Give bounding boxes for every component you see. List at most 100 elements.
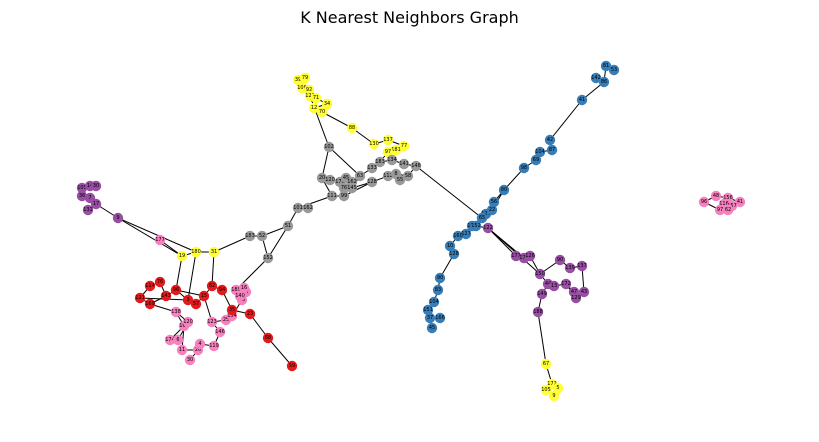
node-label: 121: [135, 295, 145, 301]
graph-node: [234, 290, 246, 302]
node-label: 30: [187, 357, 193, 363]
graph-node: [90, 198, 102, 210]
graph-node: [170, 284, 182, 296]
graph-node: [564, 262, 576, 274]
node-label: 111: [327, 193, 337, 199]
node-label: 82: [209, 283, 215, 289]
node-label: 119: [209, 343, 219, 349]
node-label: 26: [195, 347, 201, 353]
graph-node: [208, 340, 220, 352]
graph-node: [282, 220, 294, 232]
graph-node: [238, 282, 250, 294]
graph-node: [534, 268, 546, 280]
node-label: 169: [145, 301, 155, 307]
graph-node: [398, 140, 410, 152]
node-label: 4: [198, 341, 201, 347]
node-label: 134: [387, 157, 397, 163]
node-label: 171: [511, 253, 521, 259]
node-label: 152: [263, 255, 273, 261]
node-label: 56: [491, 199, 497, 205]
node-label: 62: [725, 207, 731, 213]
graph-node: [460, 228, 472, 240]
node-label: 51: [285, 223, 291, 229]
graph-node: [410, 160, 422, 172]
graph-node: [434, 272, 446, 284]
graph-node: [368, 138, 380, 150]
node-label: 123: [207, 319, 217, 325]
graph-node: [321, 98, 333, 110]
graph-node: [346, 122, 358, 134]
graph-node: [256, 230, 268, 242]
graph-node: [546, 144, 558, 156]
node-label: 22: [489, 207, 495, 213]
graph-edge: [549, 99, 583, 141]
node-label: 173: [519, 255, 529, 261]
node-label: 130: [369, 141, 379, 147]
graph-node: [422, 304, 434, 316]
node-label: 55: [397, 177, 403, 183]
node-label: 5: [556, 385, 559, 391]
graph-edge: [415, 165, 483, 219]
node-label: 90: [437, 275, 443, 281]
node-label: 13: [551, 283, 557, 289]
node-label: 148: [411, 163, 421, 169]
node-label: 141: [399, 161, 409, 167]
graph-node: [536, 288, 548, 300]
node-label: 70: [319, 109, 325, 115]
graph-node: [382, 170, 394, 182]
graph-node: [576, 94, 588, 106]
graph-node: [244, 308, 256, 320]
node-label: 151: [423, 307, 433, 313]
node-label: 154: [227, 313, 237, 319]
graph-node: [184, 354, 196, 366]
graph-node: [244, 230, 256, 242]
graph-node: [366, 176, 378, 188]
node-label: 58: [405, 173, 411, 179]
node-label: 8: [394, 171, 397, 177]
graph-node: [292, 202, 304, 214]
node-label: 34: [324, 101, 330, 107]
node-label: 42: [547, 137, 553, 143]
node-label: 41: [737, 199, 743, 205]
graph-node: [316, 172, 328, 184]
node-label: 97: [385, 149, 391, 155]
graph-node: [206, 280, 218, 292]
graph-node: [182, 294, 194, 306]
node-label: 128: [449, 251, 459, 257]
node-label: 150: [535, 271, 545, 277]
node-label: 76: [157, 279, 163, 285]
graph-node: [302, 202, 314, 214]
node-label: 20: [319, 175, 325, 181]
node-label: 157: [727, 203, 737, 209]
node-label: 101: [293, 205, 303, 211]
node-label: 116: [719, 201, 729, 207]
node-label: 83: [435, 287, 441, 293]
node-label: 96: [173, 287, 179, 293]
graph-node: [576, 260, 588, 272]
node-label: 9: [116, 215, 119, 221]
node-label: 88: [349, 125, 355, 131]
node-label: 104: [535, 149, 545, 155]
node-label: 172: [561, 281, 571, 287]
graph-node: [600, 60, 612, 72]
node-label: 15: [201, 293, 207, 299]
graph-node: [444, 240, 456, 252]
graph-edge: [117, 217, 183, 257]
graph-node: [382, 146, 394, 158]
node-label: 94: [219, 287, 225, 293]
cluster-blue-diag: 8153142864142871046998805612718412716010…: [422, 60, 620, 334]
node-label: 133: [367, 165, 377, 171]
node-label: 102: [324, 144, 334, 150]
graph-node: [112, 212, 124, 224]
graph-node: [590, 72, 602, 84]
graph-node: [208, 246, 220, 258]
node-label: 45: [429, 325, 435, 331]
node-label: 120: [325, 177, 335, 183]
node-label: 189: [231, 287, 241, 293]
node-label: 128: [367, 179, 377, 185]
node-label: 176: [335, 179, 345, 185]
graph-node: [144, 280, 156, 292]
node-label: 67: [543, 361, 549, 367]
